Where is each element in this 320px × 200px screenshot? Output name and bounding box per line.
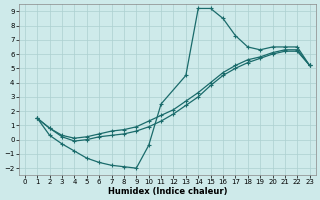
X-axis label: Humidex (Indice chaleur): Humidex (Indice chaleur): [108, 187, 227, 196]
